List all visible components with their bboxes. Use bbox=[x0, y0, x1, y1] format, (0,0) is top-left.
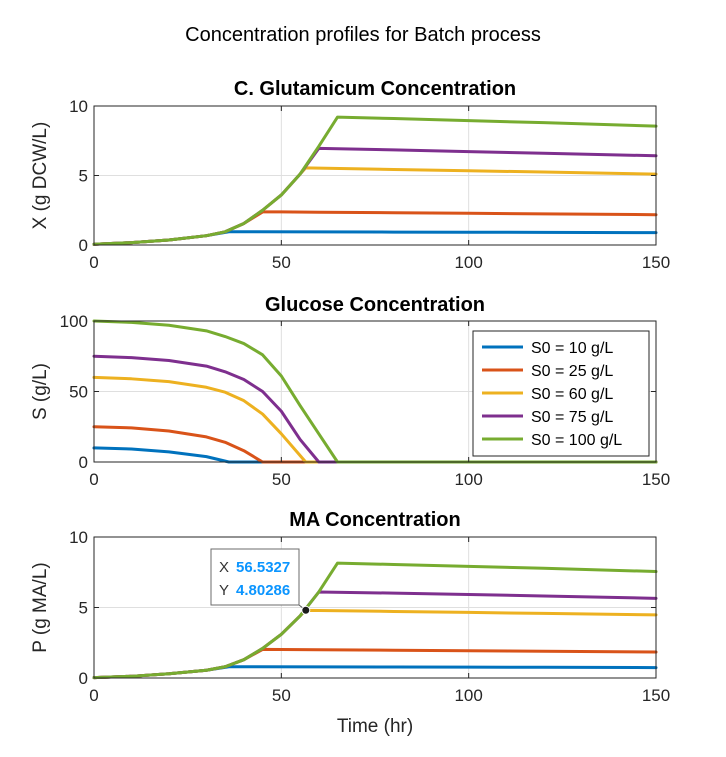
y-tick-label: 10 bbox=[69, 97, 88, 116]
x-tick-label: 50 bbox=[272, 470, 291, 489]
y-axis-label: P (g MA/L) bbox=[30, 562, 51, 652]
x-tick-label: 100 bbox=[454, 686, 482, 705]
legend-entry: S0 = 10 g/L bbox=[531, 340, 613, 357]
datatip-x-key: X bbox=[219, 559, 229, 576]
series-line-5 bbox=[92, 561, 658, 680]
panel-3: 0 50 100 150 0 5 10 MA Concentration P (g MA/L) T… bbox=[30, 509, 670, 737]
panel-title: Glucose Concentration bbox=[265, 294, 485, 316]
x-tick-label: 50 bbox=[272, 253, 291, 272]
y-tick-label: 5 bbox=[79, 599, 88, 618]
datatip-y-key: Y bbox=[219, 582, 229, 599]
series-line-5 bbox=[92, 115, 658, 246]
legend: S0 = 10 g/L S0 = 25 g/L S0 = 60 g/L S0 = 75… bbox=[472, 330, 650, 457]
panel-1: 0 50 100 150 0 5 10 C. Glutamicum Concentration… bbox=[30, 78, 670, 272]
datatip-x-value: 56.5327 bbox=[236, 559, 290, 576]
y-tick-label: 50 bbox=[69, 383, 88, 402]
figure-title: Concentration profiles for Batch process bbox=[185, 24, 541, 46]
y-tick-label: 0 bbox=[79, 669, 88, 688]
x-tick-label: 50 bbox=[272, 686, 291, 705]
x-tick-label: 0 bbox=[89, 470, 98, 489]
y-tick-label: 10 bbox=[69, 528, 88, 547]
legend-entry: S0 = 75 g/L bbox=[531, 409, 613, 426]
series-line-5 bbox=[92, 319, 658, 464]
series-line-3 bbox=[92, 375, 658, 464]
legend-entry: S0 = 25 g/L bbox=[531, 363, 613, 380]
y-axis-label: X (g DCW/L) bbox=[30, 122, 51, 230]
legend-entry: S0 = 100 g/L bbox=[531, 432, 622, 449]
x-tick-label: 150 bbox=[642, 686, 670, 705]
x-tick-label: 0 bbox=[89, 686, 98, 705]
legend-entry: S0 = 60 g/L bbox=[531, 386, 613, 403]
x-tick-label: 100 bbox=[454, 253, 482, 272]
panel-title: MA Concentration bbox=[289, 509, 460, 531]
panel-title: C. Glutamicum Concentration bbox=[234, 78, 516, 100]
datatip-box bbox=[210, 548, 300, 606]
x-tick-label: 100 bbox=[454, 470, 482, 489]
datatip-y-value: 4.80286 bbox=[236, 582, 290, 599]
datatip-marker[interactable] bbox=[301, 605, 311, 615]
datatip[interactable]: X 56.5327 Y 4.80286 bbox=[210, 548, 311, 615]
series-line-2 bbox=[92, 425, 658, 464]
x-tick-label: 150 bbox=[642, 253, 670, 272]
y-axis-label: S (g/L) bbox=[30, 363, 51, 420]
series-line-4 bbox=[92, 354, 658, 464]
x-axis-label: Time (hr) bbox=[337, 716, 413, 737]
y-tick-label: 0 bbox=[79, 236, 88, 255]
y-tick-label: 5 bbox=[79, 167, 88, 186]
x-tick-label: 0 bbox=[89, 253, 98, 272]
x-tick-label: 150 bbox=[642, 470, 670, 489]
y-tick-label: 100 bbox=[60, 312, 88, 331]
y-tick-label: 0 bbox=[79, 453, 88, 472]
